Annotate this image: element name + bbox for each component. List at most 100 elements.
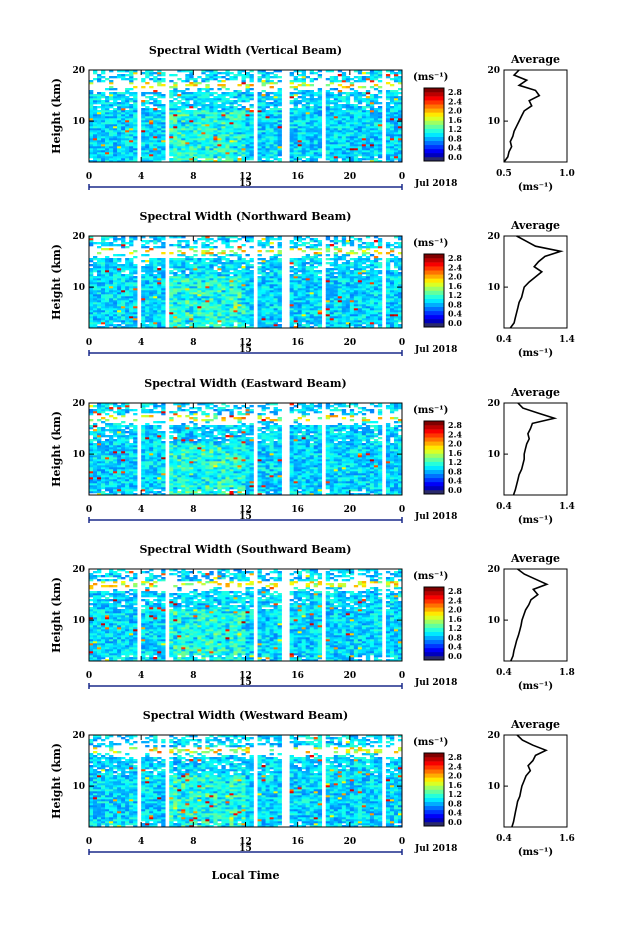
heatmap-cell [249, 146, 254, 149]
heatmap-cell [161, 266, 166, 269]
heatmap-cell [377, 86, 383, 89]
heatmap-cell [129, 320, 134, 323]
heatmap-cell [221, 278, 226, 281]
heatmap-cell [109, 92, 114, 95]
heatmap-cell [373, 84, 379, 87]
heatmap-cell [389, 98, 395, 101]
heatmap-cell [305, 90, 310, 93]
heatmap-cell [205, 280, 210, 283]
heatmap-cell [157, 262, 162, 265]
heatmap-cell [189, 280, 194, 283]
heatmap-cell [101, 274, 106, 277]
heatmap-cell [237, 282, 242, 285]
heatmap-cell [329, 100, 335, 103]
heatmap-cell [181, 246, 186, 249]
heatmap-cell [149, 72, 154, 75]
heatmap-cell [197, 292, 202, 295]
heatmap-cell [241, 258, 246, 261]
heatmap-cell [385, 142, 391, 145]
heatmap-cell [385, 122, 391, 125]
heatmap-cell [181, 142, 186, 145]
heatmap-cell [157, 322, 162, 325]
heatmap-cell [117, 270, 122, 273]
heatmap-cell [293, 154, 298, 157]
heatmap-cell [177, 308, 182, 311]
heatmap-cell [201, 316, 206, 319]
heatmap-cell [153, 130, 158, 133]
heatmap-cell [341, 154, 347, 157]
heatmap-cell [317, 282, 323, 285]
heatmap-cell [233, 96, 238, 99]
heatmap-cell [361, 144, 367, 147]
heatmap-cell [237, 158, 242, 161]
heatmap-cell [205, 160, 210, 163]
heatmap-cell [289, 306, 294, 309]
heatmap-cell [209, 252, 214, 255]
heatmap-cell [245, 308, 250, 311]
heatmap-cell [189, 248, 194, 251]
heatmap-cell [245, 76, 250, 79]
heatmap-cell [121, 318, 126, 321]
heatmap-cell [209, 290, 214, 293]
heatmap-cell [317, 104, 323, 107]
heatmap-cell [345, 134, 351, 137]
heatmap-cell [261, 296, 266, 299]
heatmap-cell [341, 132, 347, 135]
heatmap-cell [345, 102, 351, 105]
heatmap-cell [153, 76, 158, 79]
heatmap-cell [169, 286, 174, 289]
heatmap-cell [205, 252, 210, 255]
heatmap-cell [145, 70, 150, 73]
heatmap-cell [125, 140, 130, 143]
heatmap-cell [265, 132, 270, 135]
heatmap-cell [269, 76, 274, 79]
heatmap-cell [153, 136, 158, 139]
heatmap-cell [149, 266, 154, 269]
heatmap-cell [305, 118, 310, 121]
heatmap-cell [325, 314, 331, 317]
heatmap-cell [225, 238, 230, 241]
heatmap-cell [205, 294, 210, 297]
heatmap-cell [141, 276, 146, 279]
heatmap-cell [109, 310, 114, 313]
heatmap-cell [241, 112, 246, 115]
heatmap-cell [337, 324, 343, 327]
heatmap-cell [273, 302, 278, 305]
heatmap-cell [97, 308, 102, 311]
heatmap-cell [305, 114, 310, 117]
heatmap-cell [121, 130, 126, 133]
heatmap-cell [149, 136, 154, 139]
heatmap-cell [237, 116, 242, 119]
heatmap-cell [333, 258, 339, 261]
heatmap-cell [309, 146, 315, 149]
heatmap-cell [181, 266, 186, 269]
heatmap-cell [289, 136, 294, 139]
heatmap-cell [145, 110, 150, 113]
heatmap-cell [313, 78, 319, 81]
heatmap-cell [229, 106, 234, 109]
heatmap-cell [325, 272, 331, 275]
heatmap-cell [357, 152, 363, 155]
heatmap-cell [297, 148, 302, 151]
heatmap-cell [173, 84, 178, 87]
heatmap-cell [305, 314, 310, 317]
heatmap-cell [265, 306, 270, 309]
heatmap-cell [261, 244, 266, 247]
heatmap-cell [201, 146, 206, 149]
heatmap-cell [305, 256, 310, 259]
heatmap-cell [313, 276, 319, 279]
heatmap-cell [305, 286, 310, 289]
heatmap-cell [297, 322, 302, 325]
heatmap-cell [329, 118, 335, 121]
heatmap-cell [133, 116, 138, 119]
colorbar-tick-label: 2.8 [448, 87, 462, 97]
heatmap-cell [201, 148, 206, 151]
heatmap-cell [293, 302, 298, 305]
heatmap-cell [261, 260, 266, 263]
heatmap-cell [89, 112, 94, 115]
heatmap-cell [109, 314, 114, 317]
heatmap-cell [349, 106, 355, 109]
heatmap-cell [233, 140, 238, 143]
heatmap-cell [97, 158, 102, 161]
heatmap-cell [397, 112, 403, 115]
